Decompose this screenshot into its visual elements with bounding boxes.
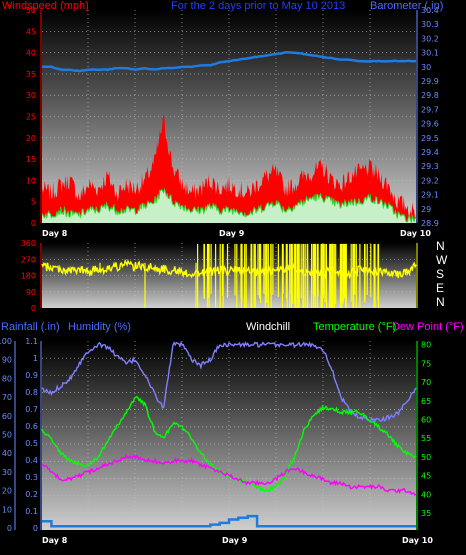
humidity-label: Humidity (%) — [68, 321, 131, 333]
rainfall-label: Rainfall (.in) — [1, 321, 60, 333]
chart-title: For the 2 days prior to May 10 2013 — [171, 0, 345, 12]
temperature-label: Temperature (°F) — [313, 321, 396, 333]
y-tick-windspeed: 50 — [26, 6, 36, 15]
y-tick-humidity: 70 — [2, 393, 12, 402]
wind-barometer-panel: 0 5 10 15 20 25 30 35 40 45 50 30.4 30.3 30.2 30.1 30 29… — [2, 0, 443, 238]
y-tick-humidity: 10 — [2, 505, 12, 514]
y-tick-barometer: 30.2 — [421, 34, 439, 43]
compass-label: S — [436, 267, 444, 281]
y-tick-rainfall: 1 — [33, 354, 38, 363]
y-tick-rainfall: 0.3 — [25, 473, 38, 482]
dewpoint-label: Dew Point (°F) — [392, 321, 464, 333]
x-label-day10: Day 10 — [400, 229, 431, 238]
y-tick-direction: 180 — [21, 272, 36, 281]
y-tick-humidity: 50 — [2, 431, 12, 440]
y-tick-barometer: 29.6 — [421, 120, 439, 129]
y-tick-barometer: 30.4 — [421, 6, 439, 15]
panel-3-background — [42, 341, 416, 530]
dewpoint-line — [41, 453, 417, 496]
y-tick-rainfall: 0.4 — [25, 456, 38, 465]
y-tick-barometer: 30.1 — [421, 49, 439, 58]
y-tick-humidity: 20 — [2, 487, 12, 496]
y-tick-barometer: 29.1 — [421, 191, 439, 200]
compass-label: N — [436, 239, 445, 253]
y-tick-temperature: 35 — [421, 509, 431, 518]
y-tick-barometer: 28.9 — [421, 219, 439, 228]
barometer-axis-label: Barometer (.in) — [370, 0, 443, 12]
windchill-label: Windchill — [246, 321, 290, 333]
y-tick-temperature: 60 — [421, 416, 431, 425]
y-tick-humidity: 80 — [2, 374, 12, 383]
y-tick-rainfall: 0.5 — [25, 439, 38, 448]
y-tick-barometer: 30 — [421, 63, 431, 72]
y-tick-windspeed: 30 — [26, 91, 36, 100]
y-tick-direction: 90 — [26, 288, 36, 297]
x-label-day9: Day 9 — [219, 229, 245, 238]
y-tick-barometer: 29 — [421, 205, 431, 214]
y-tick-temperature: 80 — [421, 341, 431, 350]
y-tick-temperature: 45 — [421, 472, 431, 481]
y-tick-barometer: 29.2 — [421, 176, 439, 185]
y-tick-windspeed: 15 — [26, 155, 36, 164]
y-tick-humidity: 60 — [2, 412, 12, 421]
compass-label: N — [436, 295, 445, 309]
y-tick-rainfall: 0 — [33, 524, 38, 533]
x-label-day10-b: Day 10 — [402, 536, 433, 545]
y-tick-direction: 0 — [31, 304, 36, 313]
x-label-day8-b: Day 8 — [42, 536, 68, 545]
y-tick-windspeed: 10 — [26, 176, 36, 185]
y-tick-humidity: 100 — [0, 337, 12, 346]
y-tick-temperature: 70 — [421, 378, 431, 387]
y-tick-humidity: 30 — [2, 468, 12, 477]
x-label-day9-b: Day 9 — [222, 536, 248, 545]
y-tick-humidity: 40 — [2, 449, 12, 458]
y-tick-humidity: 0 — [7, 524, 12, 533]
y-tick-windspeed: 0 — [31, 219, 36, 228]
y-tick-barometer: 29.7 — [421, 105, 439, 114]
y-tick-barometer: 29.5 — [421, 134, 439, 143]
y-tick-temperature: 75 — [421, 359, 431, 368]
y-tick-temperature: 55 — [421, 434, 431, 443]
y-tick-barometer: 29.4 — [421, 148, 439, 157]
y-tick-rainfall: 0.8 — [25, 388, 38, 397]
compass-label: E — [436, 281, 444, 295]
wind-direction-spikes — [99, 243, 380, 308]
y-tick-rainfall: 0.1 — [25, 507, 38, 516]
y-tick-humidity: 90 — [2, 356, 12, 365]
y-tick-barometer: 29.3 — [421, 162, 439, 171]
y-tick-windspeed: 35 — [26, 70, 36, 79]
y-tick-direction: 270 — [21, 255, 36, 264]
y-tick-barometer: 29.8 — [421, 91, 439, 100]
y-tick-direction: 360 — [21, 239, 36, 248]
compass-label: W — [436, 253, 448, 267]
rain-humidity-temp-panel: 0 10 20 30 40 50 60 70 80 90 100 0 0.1 0.2 0.3 0.4 0.5 0.… — [0, 321, 464, 545]
humidity-line — [41, 340, 417, 423]
windspeed-axis-label: Windspeed (mph) — [2, 0, 89, 12]
y-tick-rainfall: 0.6 — [25, 422, 38, 431]
y-tick-temperature: 65 — [421, 397, 431, 406]
y-tick-rainfall: 0.9 — [25, 371, 38, 380]
y-tick-windspeed: 45 — [26, 27, 36, 36]
barometer-line — [41, 51, 416, 73]
y-tick-barometer: 29.9 — [421, 77, 439, 86]
y-tick-windspeed: 25 — [26, 113, 36, 122]
y-tick-windspeed: 40 — [26, 49, 36, 58]
y-tick-windspeed: 5 — [31, 198, 36, 207]
wind-gust-area — [42, 113, 416, 223]
y-tick-rainfall: 1.1 — [25, 337, 38, 346]
y-tick-windspeed: 20 — [26, 134, 36, 143]
temperature-line — [41, 395, 417, 493]
x-label-day8: Day 8 — [42, 229, 68, 238]
y-tick-temperature: 50 — [421, 453, 431, 462]
y-tick-rainfall: 0.2 — [25, 490, 38, 499]
rainfall-line — [42, 514, 416, 528]
wind-avg-line — [41, 187, 417, 224]
y-tick-rainfall: 0.7 — [25, 405, 38, 414]
y-tick-barometer: 30.3 — [421, 20, 439, 29]
y-tick-temperature: 40 — [421, 490, 431, 499]
